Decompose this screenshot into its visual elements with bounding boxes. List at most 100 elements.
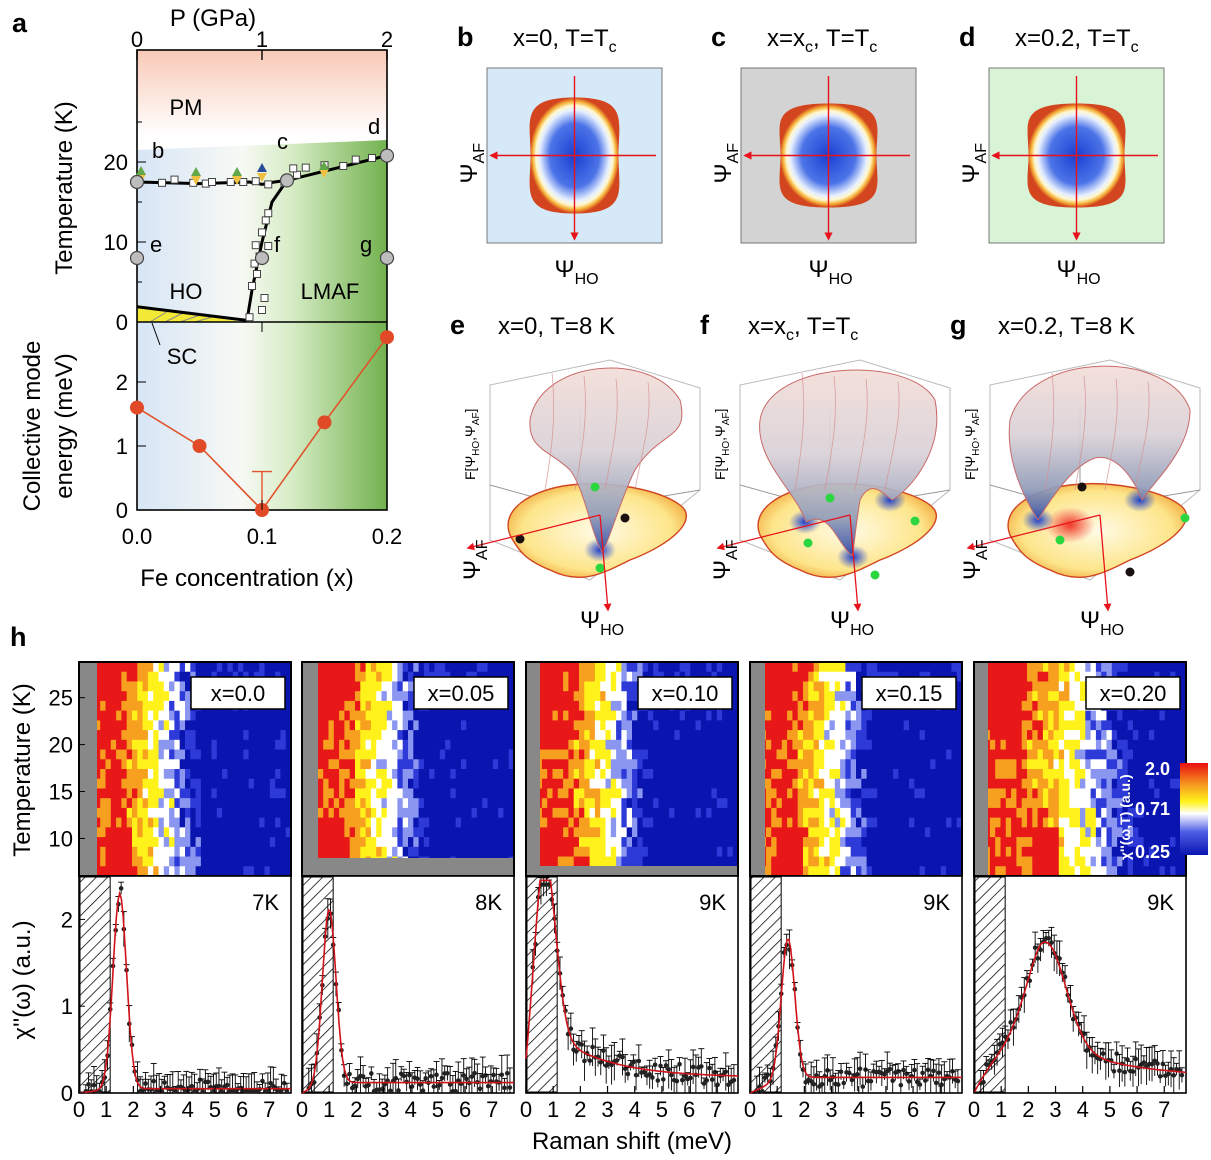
heatmap-cell bbox=[909, 710, 915, 721]
heatmap-cell bbox=[940, 662, 947, 673]
heatmap-cell bbox=[600, 710, 607, 721]
heatmap-cell bbox=[563, 739, 569, 751]
heatmap-cell bbox=[455, 759, 462, 770]
heatmap-cell bbox=[771, 691, 778, 702]
heatmap-cell bbox=[594, 788, 601, 799]
heatmap-cell bbox=[344, 749, 351, 760]
heatmap-cell bbox=[163, 817, 170, 828]
heatmap-cell bbox=[381, 798, 388, 809]
heatmap-cell bbox=[781, 837, 788, 848]
open-square-marker bbox=[258, 228, 266, 237]
state-dot bbox=[620, 513, 630, 523]
heatmap-cell bbox=[765, 720, 772, 731]
heatmap-cell bbox=[732, 769, 739, 780]
heatmap-cell bbox=[100, 846, 107, 858]
data-point bbox=[641, 1069, 647, 1075]
heatmap-cell bbox=[1011, 846, 1017, 858]
heatmap-cell bbox=[1005, 671, 1012, 683]
heatmap-cell bbox=[674, 827, 681, 838]
heatmap-cell bbox=[349, 671, 356, 683]
heatmap-cell bbox=[621, 720, 628, 731]
heatmap-cell bbox=[418, 817, 425, 828]
heatmap-cell bbox=[466, 817, 473, 828]
heatmap-cell bbox=[434, 730, 441, 741]
heatmap-cell bbox=[429, 710, 436, 721]
heatmap-cell bbox=[153, 788, 160, 799]
heatmap-cell bbox=[132, 827, 138, 838]
heatmap-cell bbox=[765, 671, 772, 683]
heatmap-cell bbox=[732, 730, 739, 741]
floor-well bbox=[1124, 488, 1156, 512]
heatmap-cell bbox=[813, 807, 820, 819]
heatmap-cell bbox=[732, 671, 739, 683]
heatmap-cell bbox=[508, 700, 515, 712]
heatmap-cell bbox=[174, 662, 181, 673]
heatmap-cell bbox=[541, 691, 548, 702]
heatmap-cell bbox=[269, 769, 276, 780]
heatmap-cell bbox=[408, 788, 414, 799]
heatmap-cell bbox=[476, 720, 483, 731]
heatmap-cell bbox=[866, 769, 873, 780]
open-square-marker bbox=[264, 209, 273, 218]
heatmap-cell bbox=[700, 739, 707, 751]
heatmap-cell bbox=[243, 846, 250, 858]
data-point bbox=[355, 1076, 361, 1082]
heatmap-cell bbox=[285, 749, 292, 760]
spectrum bbox=[749, 875, 963, 1094]
heatmap-cell bbox=[376, 739, 383, 751]
heatmap-cell bbox=[690, 856, 697, 867]
heatmap-cell bbox=[956, 778, 963, 790]
heatmap-cell bbox=[147, 788, 154, 799]
heatmap-cell bbox=[771, 798, 778, 809]
heatmap-cell bbox=[429, 846, 436, 858]
heatmap-cell bbox=[594, 710, 601, 721]
heatmap-cell bbox=[195, 866, 202, 877]
heatmap-cell bbox=[1032, 817, 1039, 828]
heatmap-cell bbox=[594, 846, 601, 858]
heatmap-cell bbox=[216, 837, 223, 848]
heatmap-cell bbox=[392, 749, 398, 760]
heatmap-cell bbox=[243, 837, 250, 848]
heatmap-cell bbox=[989, 759, 996, 770]
heatmap-cell bbox=[227, 846, 234, 858]
heatmap-cell bbox=[439, 798, 446, 809]
heatmap-cell bbox=[573, 807, 580, 819]
heatmap-cell bbox=[700, 662, 707, 673]
heatmap-cell bbox=[845, 671, 852, 683]
heatmap-cell bbox=[227, 720, 234, 731]
heatmap-cell bbox=[653, 817, 660, 828]
heatmap-cell bbox=[423, 710, 430, 721]
heatmap-cell bbox=[413, 778, 420, 790]
heatmap-cell bbox=[1000, 866, 1007, 877]
heatmap-cell bbox=[919, 720, 926, 731]
heatmap-cell bbox=[866, 846, 873, 858]
heatmap-cell bbox=[206, 856, 213, 867]
heatmap-cell bbox=[174, 778, 181, 790]
heatmap-cell bbox=[413, 837, 420, 848]
heatmap-cell bbox=[328, 798, 335, 809]
heatmap-cell bbox=[829, 778, 836, 790]
heatmap-cell bbox=[216, 807, 223, 819]
heatmap-cell bbox=[471, 710, 478, 721]
heatmap-cell bbox=[328, 681, 335, 692]
minimum-dot bbox=[595, 563, 605, 573]
heatmap-cell bbox=[989, 710, 996, 721]
data-point bbox=[224, 1082, 230, 1088]
heatmap-cell bbox=[722, 798, 728, 809]
heatmap-cell bbox=[829, 807, 836, 819]
heatmap-cell bbox=[333, 681, 340, 692]
heatmap-cell bbox=[706, 807, 713, 819]
heatmap-cell bbox=[940, 710, 947, 721]
heatmap-cell bbox=[924, 827, 931, 838]
heatmap-cell bbox=[893, 856, 899, 867]
heatmap-cell bbox=[126, 866, 133, 877]
heatmap-cell bbox=[690, 778, 697, 790]
heatmap-cell bbox=[163, 720, 170, 731]
heatmap-cell bbox=[690, 798, 697, 809]
panel-title-d: x=0.2, T=Tc bbox=[1015, 25, 1139, 56]
heatmap-cell bbox=[669, 798, 675, 809]
heatmap-cell bbox=[711, 662, 718, 673]
heatmap-cell bbox=[637, 662, 644, 673]
heatmap-cell bbox=[626, 759, 633, 770]
heatmap-cell bbox=[727, 856, 734, 867]
